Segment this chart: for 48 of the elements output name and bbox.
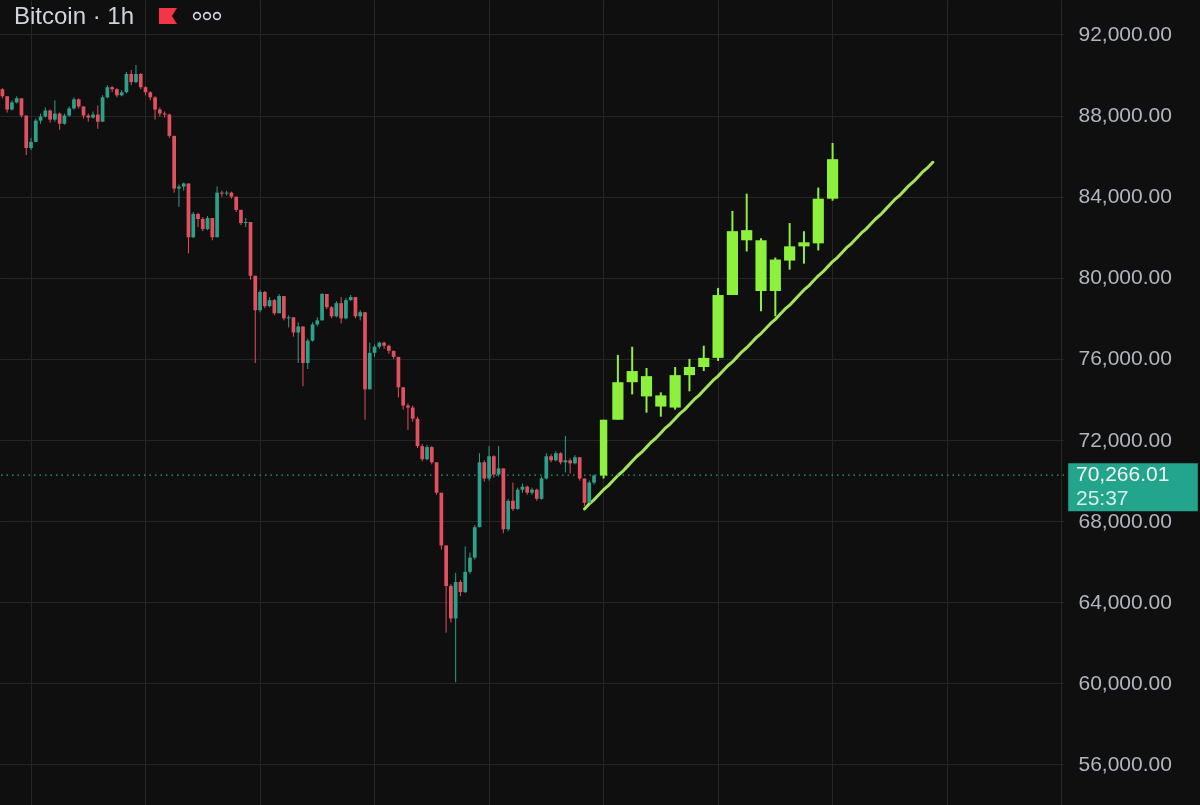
candlestick [91, 111, 95, 120]
candlestick [463, 545, 468, 594]
y-tick-label: 92,000.00 [1078, 21, 1172, 45]
y-tick-label: 80,000.00 [1078, 265, 1172, 289]
candlestick [110, 85, 114, 93]
candlestick [296, 321, 301, 364]
candlestick [429, 445, 434, 465]
candlestick [286, 314, 291, 328]
candlestick [491, 454, 496, 479]
candlestick [577, 456, 582, 482]
candlestick [177, 184, 181, 208]
candlestick [95, 104, 100, 130]
candlestick [305, 338, 310, 370]
ref-line-label: 70,266.01 [1076, 462, 1170, 486]
candlestick [196, 212, 200, 228]
y-tick-label: 60,000.00 [1078, 670, 1172, 694]
candlestick [53, 99, 57, 123]
candlestick [191, 211, 196, 239]
candlestick [33, 118, 38, 143]
candlestick [549, 453, 553, 463]
y-tick-label: 88,000.00 [1078, 103, 1172, 127]
candlestick [220, 190, 224, 198]
candlestick [134, 64, 138, 84]
y-tick-label: 68,000.00 [1078, 508, 1172, 532]
candlestick [382, 341, 386, 350]
candlestick [153, 95, 157, 121]
line-series [582, 160, 935, 511]
candlestick [406, 403, 410, 431]
candlestick [344, 297, 348, 320]
candlestick [482, 459, 487, 483]
chart-title: Bitcoin · 1h [14, 2, 135, 29]
candlestick [401, 386, 406, 411]
candlestick [511, 482, 515, 512]
candlestick [530, 487, 534, 496]
y-tick-label: 84,000.00 [1078, 184, 1172, 208]
candlestick [258, 289, 262, 313]
candlestick [339, 296, 344, 324]
text: 25:37 [1076, 486, 1129, 510]
candlestick [515, 487, 520, 511]
candlestick [544, 452, 549, 481]
candlestick [282, 295, 286, 321]
y-tick-label: 76,000.00 [1078, 346, 1172, 370]
y-tick-label: 56,000.00 [1078, 751, 1172, 775]
candlestick [587, 480, 592, 504]
y-tick-label: 64,000.00 [1078, 589, 1172, 613]
candlestick [29, 137, 33, 151]
y-tick-label: 72,000.00 [1078, 427, 1172, 451]
candlestick [468, 552, 472, 575]
